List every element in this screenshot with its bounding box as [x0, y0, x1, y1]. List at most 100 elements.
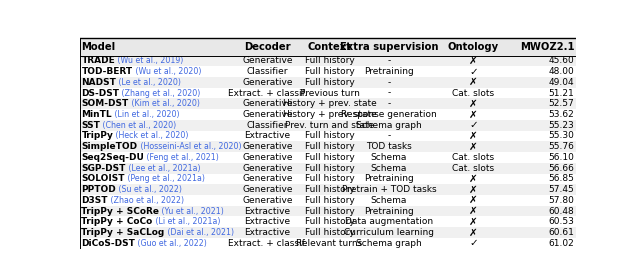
- Bar: [80, 99, 576, 109]
- Bar: [80, 227, 576, 238]
- Text: -: -: [387, 132, 390, 141]
- Text: Context: Context: [307, 42, 351, 52]
- Bar: [80, 206, 576, 216]
- Text: Full history: Full history: [305, 142, 355, 151]
- Bar: [80, 174, 576, 184]
- Text: Pretrain + TOD tasks: Pretrain + TOD tasks: [342, 185, 436, 194]
- Text: (Chen et al., 2020): (Chen et al., 2020): [100, 121, 177, 130]
- Text: 55.76: 55.76: [548, 142, 575, 151]
- Text: Generative: Generative: [242, 110, 292, 119]
- Text: TripPy + SCoRe: TripPy + SCoRe: [81, 207, 159, 216]
- Bar: [80, 38, 576, 56]
- Text: TripPy: TripPy: [81, 132, 113, 141]
- Text: Ontology: Ontology: [448, 42, 499, 52]
- Text: SOM-DST: SOM-DST: [81, 99, 129, 108]
- Bar: [80, 120, 576, 131]
- Text: Generative: Generative: [242, 174, 292, 183]
- Text: (Heck et al., 2020): (Heck et al., 2020): [113, 132, 189, 141]
- Text: Schema graph: Schema graph: [356, 239, 422, 248]
- Text: 45.60: 45.60: [548, 57, 575, 66]
- Text: (Guo et al., 2022): (Guo et al., 2022): [136, 239, 207, 248]
- Text: ✗: ✗: [469, 142, 477, 152]
- Text: 60.48: 60.48: [548, 207, 575, 216]
- Text: TOD-BERT: TOD-BERT: [81, 67, 132, 76]
- Text: Generative: Generative: [242, 196, 292, 205]
- Text: (Peng et al., 2021a): (Peng et al., 2021a): [125, 174, 205, 183]
- Text: (Zhang et al., 2020): (Zhang et al., 2020): [120, 88, 201, 98]
- Text: Cat. slots: Cat. slots: [452, 88, 494, 98]
- Text: Response generation: Response generation: [341, 110, 437, 119]
- Text: Seq2Seq-DU: Seq2Seq-DU: [81, 153, 145, 162]
- Text: (Kim et al., 2020): (Kim et al., 2020): [129, 99, 200, 108]
- Text: Classifier: Classifier: [247, 121, 288, 130]
- Text: ✗: ✗: [469, 195, 477, 205]
- Text: Cat. slots: Cat. slots: [452, 164, 494, 173]
- Text: Pretraining: Pretraining: [364, 174, 414, 183]
- Text: 57.45: 57.45: [548, 185, 575, 194]
- Text: Full history: Full history: [305, 185, 355, 194]
- Text: Full history: Full history: [305, 57, 355, 66]
- Text: (Yu et al., 2021): (Yu et al., 2021): [159, 207, 224, 216]
- Text: (Wu et al., 2019): (Wu et al., 2019): [115, 57, 184, 66]
- Bar: [80, 216, 576, 227]
- Text: 48.00: 48.00: [548, 67, 575, 76]
- Bar: [80, 131, 576, 141]
- Text: Extract. + classif.: Extract. + classif.: [228, 239, 307, 248]
- Text: Classifier: Classifier: [247, 67, 288, 76]
- Text: History + prev. state: History + prev. state: [283, 110, 376, 119]
- Text: SST: SST: [81, 121, 100, 130]
- Text: ✗: ✗: [469, 99, 477, 109]
- Bar: [80, 109, 576, 120]
- Text: Full history: Full history: [305, 196, 355, 205]
- Text: ✓: ✓: [469, 238, 477, 248]
- Text: Schema: Schema: [371, 196, 407, 205]
- Text: 56.10: 56.10: [548, 153, 575, 162]
- Text: Generative: Generative: [242, 57, 292, 66]
- Text: (Wu et al., 2020): (Wu et al., 2020): [132, 67, 201, 76]
- Bar: [80, 56, 576, 66]
- Text: ✗: ✗: [469, 185, 477, 195]
- Text: Pretraining: Pretraining: [364, 67, 414, 76]
- Text: (Hosseini-Asl et al., 2020): (Hosseini-Asl et al., 2020): [138, 142, 241, 151]
- Text: TRADE: TRADE: [81, 57, 115, 66]
- Text: -: -: [387, 78, 390, 87]
- Text: Generative: Generative: [242, 99, 292, 108]
- Text: ✗: ✗: [469, 77, 477, 87]
- Text: (Zhao et al., 2022): (Zhao et al., 2022): [108, 196, 184, 205]
- Text: Pretraining: Pretraining: [364, 207, 414, 216]
- Text: Generative: Generative: [242, 153, 292, 162]
- Text: History + prev. state: History + prev. state: [283, 99, 376, 108]
- Text: Full history: Full history: [305, 132, 355, 141]
- Text: Full history: Full history: [305, 174, 355, 183]
- Text: ✓: ✓: [469, 67, 477, 77]
- Text: SGP-DST: SGP-DST: [81, 164, 126, 173]
- Text: SimpleTOD: SimpleTOD: [81, 142, 138, 151]
- Text: MinTL: MinTL: [81, 110, 112, 119]
- Text: Full history: Full history: [305, 78, 355, 87]
- Text: ✗: ✗: [469, 56, 477, 66]
- Text: 61.02: 61.02: [548, 239, 575, 248]
- Bar: [80, 152, 576, 163]
- Text: Schema: Schema: [371, 153, 407, 162]
- Text: Full history: Full history: [305, 228, 355, 237]
- Text: Curriculum learning: Curriculum learning: [344, 228, 434, 237]
- Text: Relevant turns: Relevant turns: [296, 239, 363, 248]
- Text: Generative: Generative: [242, 78, 292, 87]
- Text: Model: Model: [81, 42, 116, 52]
- Text: Schema: Schema: [371, 164, 407, 173]
- Text: 55.23: 55.23: [548, 121, 575, 130]
- Text: ✗: ✗: [469, 217, 477, 227]
- Text: Extra supervision: Extra supervision: [340, 42, 438, 52]
- Text: D3ST: D3ST: [81, 196, 108, 205]
- Text: ✗: ✗: [469, 227, 477, 237]
- Text: Extractive: Extractive: [244, 217, 291, 226]
- Text: PPTOD: PPTOD: [81, 185, 116, 194]
- Bar: [80, 66, 576, 77]
- Bar: [80, 88, 576, 99]
- Text: NADST: NADST: [81, 78, 116, 87]
- Text: Generative: Generative: [242, 185, 292, 194]
- Bar: [80, 141, 576, 152]
- Text: TOD tasks: TOD tasks: [366, 142, 412, 151]
- Bar: [80, 184, 576, 195]
- Text: ✗: ✗: [469, 174, 477, 184]
